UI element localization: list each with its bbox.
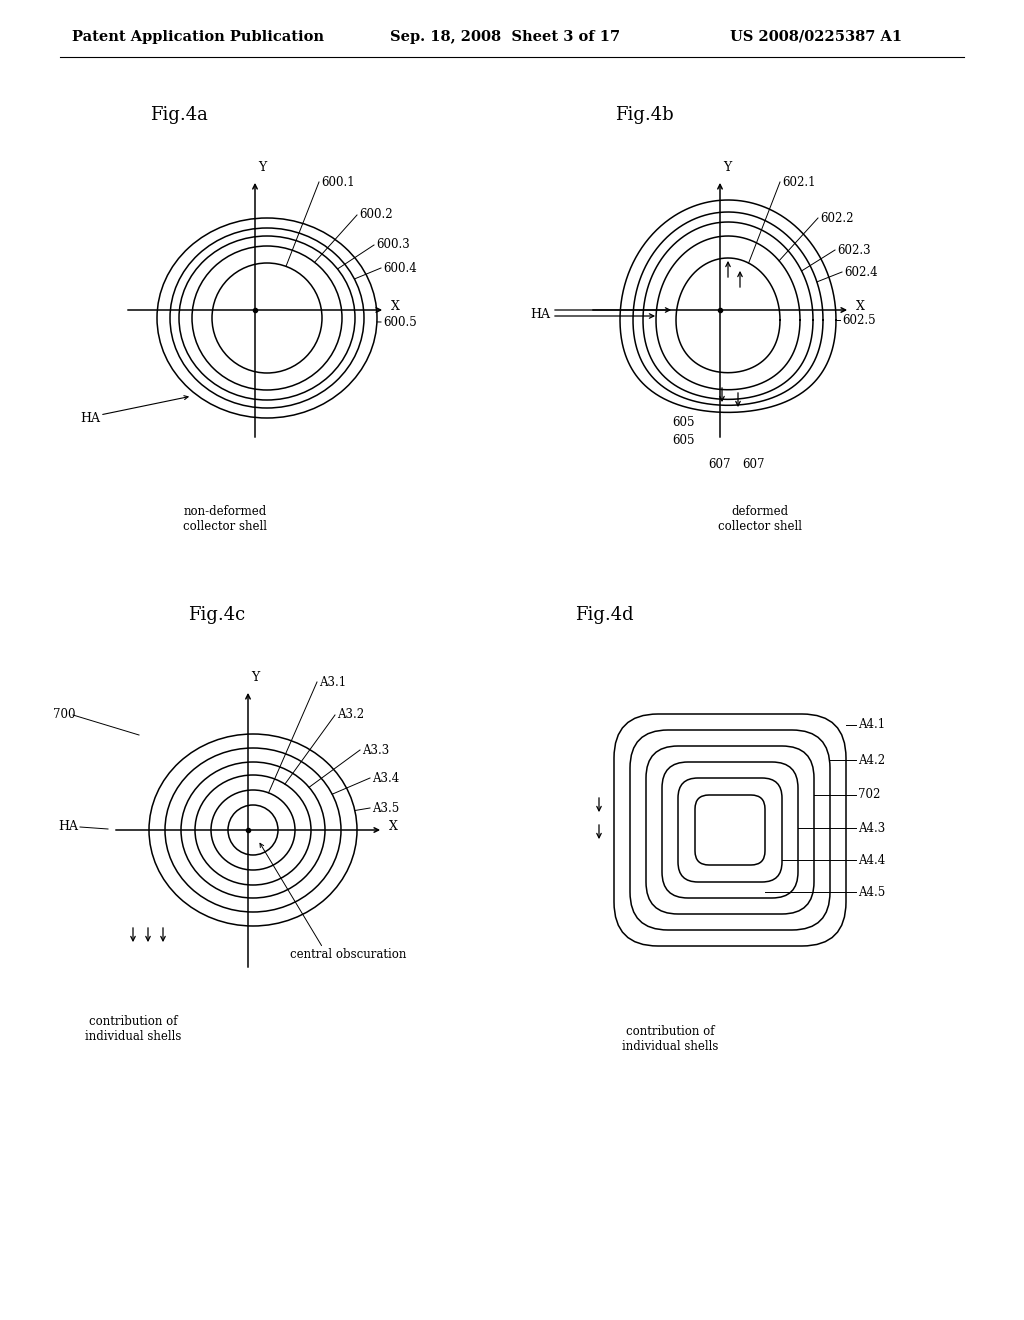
Text: Fig.4a: Fig.4a	[150, 106, 208, 124]
Text: 607: 607	[708, 458, 730, 471]
Text: A4.3: A4.3	[858, 821, 886, 834]
Text: X: X	[856, 301, 865, 314]
Text: 602.3: 602.3	[837, 243, 870, 256]
Text: Fig.4b: Fig.4b	[615, 106, 674, 124]
Text: X: X	[389, 821, 398, 833]
Text: Y: Y	[258, 161, 266, 174]
Text: 600.2: 600.2	[359, 209, 392, 222]
Text: 602.5: 602.5	[842, 314, 876, 326]
Text: 607: 607	[742, 458, 765, 471]
Text: US 2008/0225387 A1: US 2008/0225387 A1	[730, 30, 902, 44]
Text: A4.2: A4.2	[858, 754, 885, 767]
Text: A3.4: A3.4	[372, 771, 399, 784]
Text: 700: 700	[53, 709, 76, 722]
Text: 605: 605	[672, 433, 694, 446]
Text: Fig.4c: Fig.4c	[188, 606, 246, 624]
Text: HA: HA	[58, 821, 78, 833]
Text: A3.2: A3.2	[337, 709, 365, 722]
Text: 600.1: 600.1	[321, 176, 354, 189]
Text: HA: HA	[530, 309, 550, 322]
Text: A3.1: A3.1	[319, 676, 346, 689]
Text: contribution of
individual shells: contribution of individual shells	[622, 1026, 718, 1053]
Text: 600.3: 600.3	[376, 239, 410, 252]
Text: A3.3: A3.3	[362, 743, 389, 756]
Text: Sep. 18, 2008  Sheet 3 of 17: Sep. 18, 2008 Sheet 3 of 17	[390, 30, 621, 44]
Text: X: X	[391, 301, 400, 314]
Text: deformed
collector shell: deformed collector shell	[718, 506, 802, 533]
Text: 602.4: 602.4	[844, 265, 878, 279]
Text: Patent Application Publication: Patent Application Publication	[72, 30, 324, 44]
Text: Fig.4d: Fig.4d	[575, 606, 634, 624]
Text: 602.1: 602.1	[782, 176, 815, 189]
Text: A4.4: A4.4	[858, 854, 886, 866]
Text: Y: Y	[723, 161, 731, 174]
Text: 600.5: 600.5	[383, 315, 417, 329]
Text: central obscuration: central obscuration	[290, 948, 407, 961]
Text: A4.5: A4.5	[858, 886, 886, 899]
Text: 600.4: 600.4	[383, 261, 417, 275]
Text: 602.2: 602.2	[820, 211, 853, 224]
Text: 702: 702	[858, 788, 881, 801]
Text: A3.5: A3.5	[372, 801, 399, 814]
Text: Y: Y	[251, 671, 259, 684]
Text: A4.1: A4.1	[858, 718, 885, 731]
Text: contribution of
individual shells: contribution of individual shells	[85, 1015, 181, 1043]
Text: HA: HA	[80, 412, 100, 425]
Text: 605: 605	[672, 416, 694, 429]
Text: non-deformed
collector shell: non-deformed collector shell	[183, 506, 267, 533]
